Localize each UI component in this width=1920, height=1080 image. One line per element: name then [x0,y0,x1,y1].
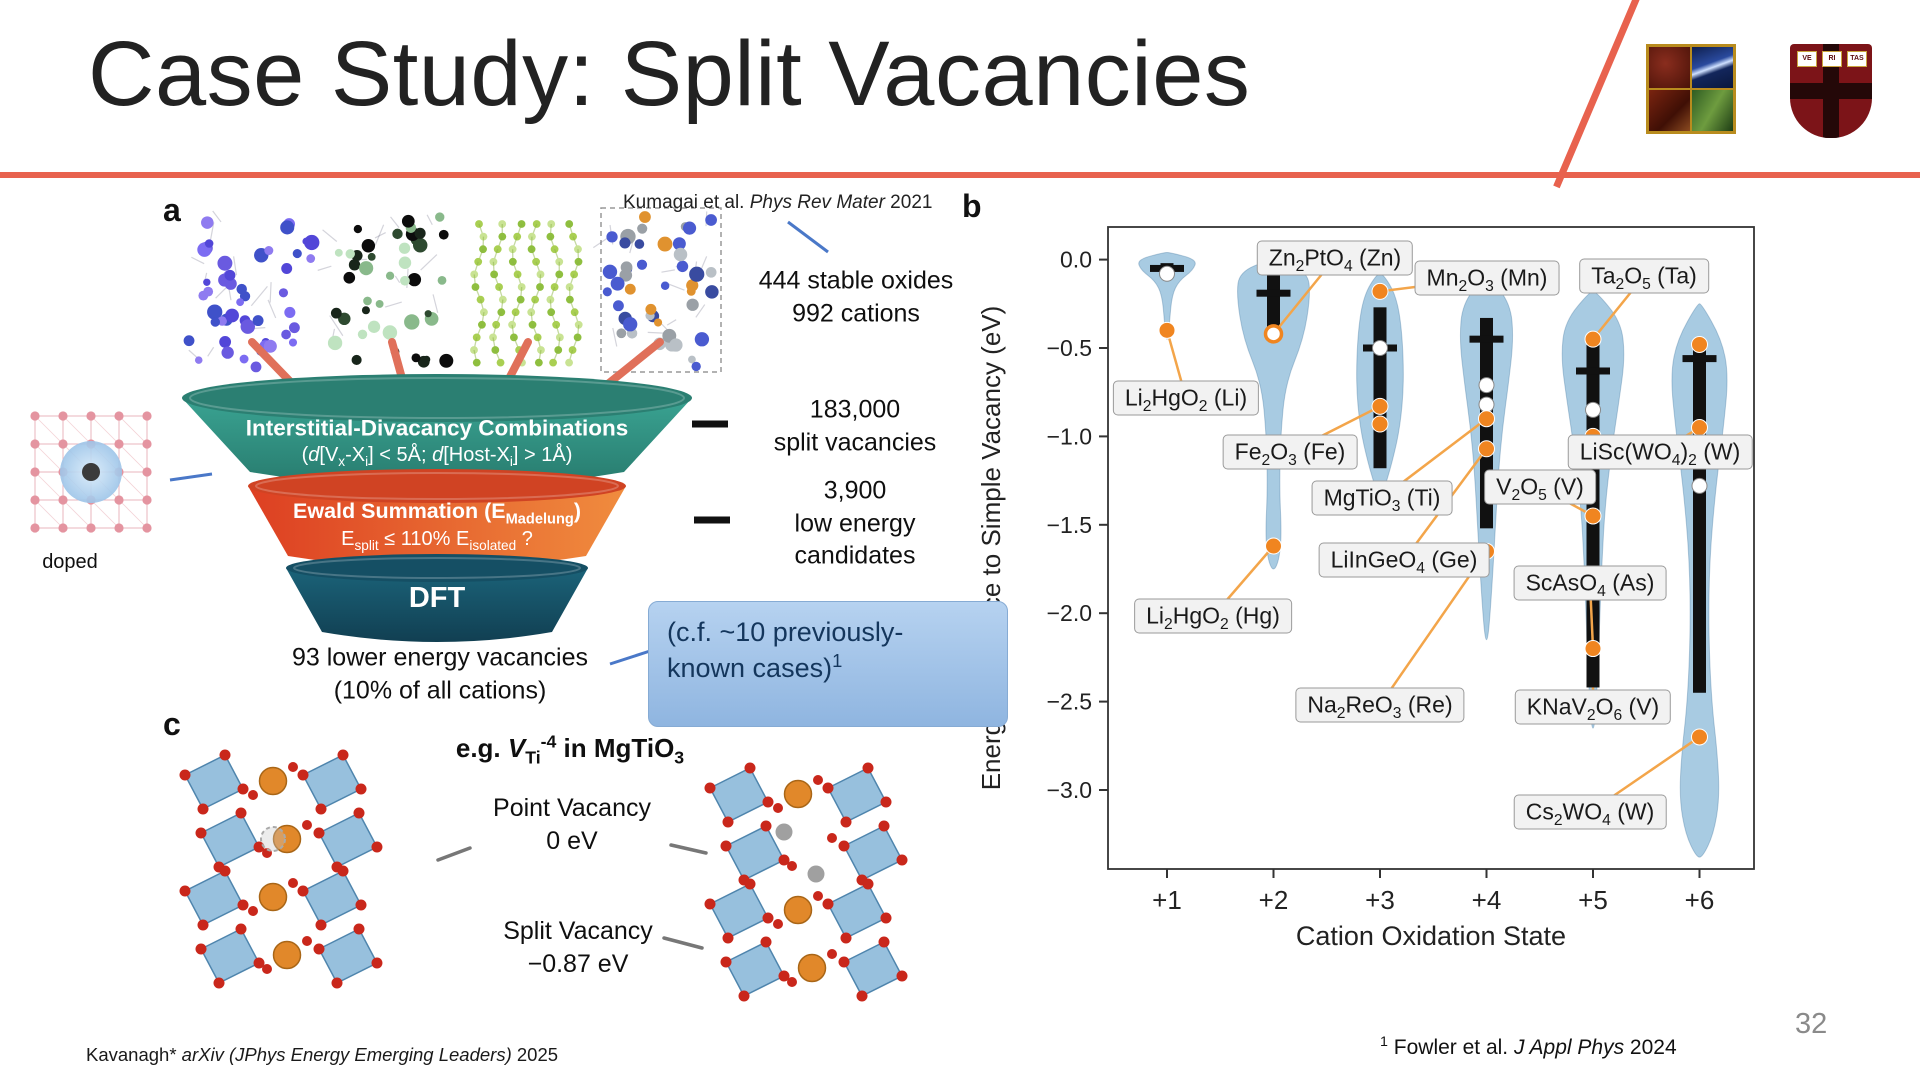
split-vacancy-energy: −0.87 eV [527,949,629,978]
chart-annotation-label: Mn2O3 (Mn) [1414,260,1560,296]
chart-annotation-label: MgTiO3 (Ti) [1311,480,1453,516]
svg-text:−0.5: −0.5 [1047,335,1092,361]
chart-annotation-label: Li2HgO2 (Li) [1112,380,1260,416]
funnel-band1-criteria: (d[Vx-Xi] < 5Å; d[Host-Xi] > 1Å) [301,444,573,469]
kavanagh-citation: Kavanagh* arXiv (JPhys Energy Emerging L… [86,1044,559,1065]
funnel-band3-dft: DFT [408,582,466,615]
shield-cross [1790,83,1872,99]
chart-annotation-label: Na2ReO3 (Re) [1295,687,1465,723]
page-title: Case Study: Split Vacancies [88,23,1251,125]
stat-oxides: 444 stable oxides 992 cations [758,266,954,328]
panel-b-label: b [962,188,982,224]
stat-result: 93 lower energy vacancies (10% of all ca… [292,643,588,705]
point-vacancy-label: Point Vacancy [493,793,651,822]
svg-text:+4: +4 [1472,885,1502,915]
chart-annotation-label: ScAsO4 (As) [1513,565,1667,601]
svg-text:+2: +2 [1259,885,1289,915]
shield-book: VE [1797,51,1817,67]
harvard-shield-logo: VE RI TAS [1790,44,1872,138]
chart-annotation-label: V2O5 (V) [1484,469,1596,505]
previously-known-callout: (c.f. ~10 previously- known cases)1 [648,601,1008,727]
shield-book: RI [1822,51,1842,67]
svg-text:−1.5: −1.5 [1047,512,1092,538]
shield-book: TAS [1847,51,1867,67]
funnel-band2-criteria: Esplit ≤ 110% Eisolated ? [341,528,533,553]
logo-quadrant [1692,90,1733,131]
svg-text:+6: +6 [1685,885,1715,915]
svg-text:−2.0: −2.0 [1047,600,1092,626]
chart-annotation-label: Zn2PtO4 (Zn) [1256,240,1414,276]
panel-a-label: a [163,192,181,228]
doped-label: doped [42,551,98,573]
svg-text:−1.0: −1.0 [1047,423,1092,449]
stat-dash [692,420,728,428]
chart-annotation-label: Cs2WO4 (W) [1513,794,1667,830]
chart-annotation-label: LiSc(WO4)2 (W) [1567,434,1753,470]
panel-c-title: e.g. VTi-4 in MgTiO3 [455,731,685,768]
chart-annotation-label: Ta2O5 (Ta) [1579,258,1709,294]
logo-quadrant [1649,90,1690,131]
accent-rule [0,172,1920,178]
point-vacancy-energy: 0 eV [546,826,598,855]
chart-annotation-label: Fe2O3 (Fe) [1222,434,1358,470]
svg-text:+1: +1 [1152,885,1182,915]
svg-text:−3.0: −3.0 [1047,777,1092,803]
funnel-band1-title: Interstitial-Divacancy Combinations [245,415,629,441]
institution-logo [1646,44,1736,134]
chart-annotation-label: LiInGeO4 (Ge) [1318,542,1490,578]
panel-c-label: c [163,706,181,742]
svg-text:Cation Oxidation State: Cation Oxidation State [1296,921,1566,951]
logo-quadrant [1692,47,1733,88]
split-vacancy-label: Split Vacancy [503,916,653,945]
svg-text:+3: +3 [1365,885,1395,915]
funnel-band2-title: Ewald Summation (EMadelung) [293,499,581,528]
stat-split-vacancies: 183,000 split vacancies [773,395,937,457]
kumagai-citation: Kumagai et al. Phys Rev Mater 2021 [623,192,933,213]
chart-annotation-label: KNaV2O6 (V) [1514,689,1672,725]
svg-text:0.0: 0.0 [1060,247,1092,273]
fowler-footnote: 1 Fowler et al. J Appl Phys 2024 [1380,1034,1677,1059]
stat-candidates: 3,900 low energy candidates [794,476,916,570]
svg-text:−2.5: −2.5 [1047,689,1092,715]
stat-dash [694,516,730,524]
chart-annotation-label: Li2HgO2 (Hg) [1134,598,1292,634]
svg-text:+5: +5 [1578,885,1608,915]
page-number: 32 [1795,1008,1828,1040]
logo-quadrant [1649,47,1690,88]
